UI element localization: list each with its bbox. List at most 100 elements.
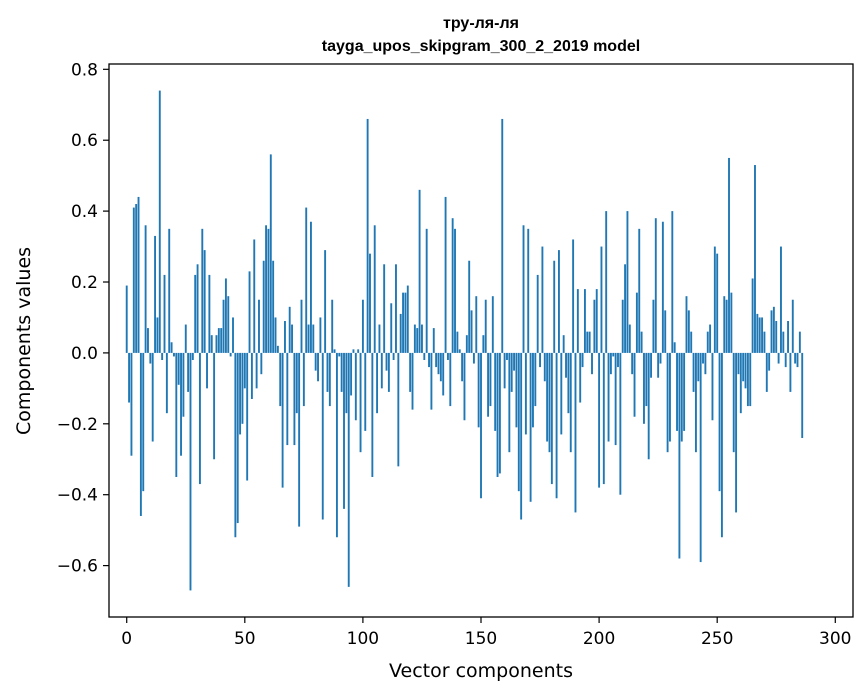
bar-279 <box>784 352 787 368</box>
bar-86 <box>328 352 331 407</box>
bar-159 <box>501 118 504 353</box>
bar-200 <box>598 352 601 488</box>
y-tick-label-0: −0.6 <box>57 557 98 577</box>
bar-113 <box>392 352 395 360</box>
y-tick-label-3: 0.0 <box>71 344 98 364</box>
bar-203 <box>605 211 608 353</box>
bar-0 <box>125 285 128 353</box>
bar-183 <box>558 250 560 353</box>
bar-116 <box>399 313 402 353</box>
bar-12 <box>154 235 156 353</box>
bar-76 <box>305 207 308 353</box>
x-tick-label-150: 150 <box>465 629 497 649</box>
bar-272 <box>768 352 771 371</box>
bar-194 <box>583 289 586 353</box>
bar-243 <box>699 352 702 563</box>
bar-95 <box>350 352 353 396</box>
bar-256 <box>730 292 733 353</box>
bar-234 <box>678 352 681 559</box>
bar-208 <box>617 352 619 368</box>
bar-87 <box>331 299 334 353</box>
bar-101 <box>364 352 367 431</box>
bar-85 <box>326 352 329 392</box>
bar-63 <box>274 317 277 353</box>
bar-1 <box>128 352 131 403</box>
bar-142 <box>461 352 464 382</box>
x-tick-label-50: 50 <box>234 629 256 649</box>
bar-147 <box>472 352 475 364</box>
bar-140 <box>456 331 459 353</box>
bar-41 <box>222 299 225 353</box>
bar-255 <box>728 157 730 353</box>
bar-217 <box>638 228 641 353</box>
bar-266 <box>754 165 756 353</box>
bar-34 <box>206 352 208 389</box>
bar-60 <box>267 228 270 353</box>
bar-171 <box>529 352 532 502</box>
bar-138 <box>451 218 454 353</box>
bar-247 <box>709 324 712 353</box>
bar-226 <box>659 352 662 364</box>
bar-56 <box>258 299 260 353</box>
bar-81 <box>317 352 319 382</box>
bar-268 <box>758 317 761 353</box>
bar-130 <box>432 328 435 353</box>
bar-222 <box>650 352 652 378</box>
bar-129 <box>430 352 433 410</box>
bar-167 <box>520 352 523 520</box>
bar-150 <box>480 352 482 499</box>
bar-120 <box>409 352 412 392</box>
bar-157 <box>496 352 499 477</box>
bar-254 <box>725 299 728 353</box>
bar-270 <box>763 331 766 353</box>
bar-75 <box>302 352 305 407</box>
bar-202 <box>602 352 605 485</box>
bar-240 <box>692 352 695 392</box>
bar-166 <box>517 352 520 492</box>
bar-67 <box>284 321 286 353</box>
bar-262 <box>744 352 747 389</box>
bar-182 <box>555 352 558 499</box>
bar-284 <box>796 352 799 368</box>
bar-149 <box>477 352 480 428</box>
bar-192 <box>579 352 582 403</box>
bar-155 <box>491 296 494 353</box>
bar-94 <box>347 352 350 587</box>
bar-235 <box>680 352 683 442</box>
bar-77 <box>307 324 310 353</box>
bar-46 <box>234 352 237 538</box>
bar-66 <box>281 352 284 488</box>
bar-238 <box>687 310 690 353</box>
bar-72 <box>295 352 298 414</box>
bar-131 <box>435 352 438 368</box>
bar-179 <box>548 352 551 453</box>
bar-110 <box>385 352 388 371</box>
bar-259 <box>737 352 740 375</box>
bar-205 <box>609 352 612 375</box>
bar-169 <box>524 352 527 435</box>
bar-207 <box>614 352 617 446</box>
bar-51 <box>246 352 249 481</box>
bar-33 <box>203 250 206 353</box>
bar-121 <box>411 352 414 410</box>
bar-282 <box>791 299 794 353</box>
bar-115 <box>397 352 400 467</box>
x-axis: 0 50 100 150 200 250 300 <box>121 617 852 649</box>
bar-32 <box>201 228 204 353</box>
bar-210 <box>621 299 624 353</box>
bar-165 <box>515 352 518 428</box>
bar-264 <box>749 352 752 407</box>
bar-71 <box>293 352 296 446</box>
bar-172 <box>532 352 534 428</box>
bar-253 <box>723 296 726 353</box>
bar-178 <box>546 352 549 442</box>
bar-232 <box>673 342 676 353</box>
bar-225 <box>657 352 660 378</box>
bar-278 <box>782 331 785 353</box>
bar-175 <box>539 352 541 368</box>
bar-104 <box>371 352 374 477</box>
bar-2 <box>130 352 133 456</box>
x-tick-label-0: 0 <box>121 629 132 649</box>
bar-153 <box>487 352 490 417</box>
bar-134 <box>442 352 445 396</box>
